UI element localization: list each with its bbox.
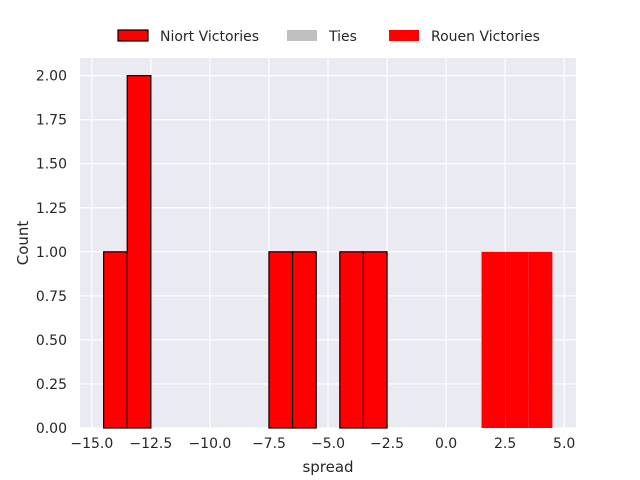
histogram-bar xyxy=(103,251,128,429)
y-tick-label: 1.25 xyxy=(36,201,67,217)
x-tick-label: −15.0 xyxy=(70,436,113,452)
y-tick-label: 1.50 xyxy=(36,157,67,173)
x-tick-label: 2.5 xyxy=(494,436,516,452)
x-axis-ticks: −15.0 −12.5 −10.0 −7.5 −5.0 −2.5 0.0 2.5 5.0 xyxy=(70,436,575,452)
x-tick-label: 0.0 xyxy=(435,436,457,452)
legend-entry: Ties xyxy=(287,29,357,45)
y-tick-label: 0.00 xyxy=(36,421,67,437)
histogram-bar xyxy=(268,251,294,429)
legend-swatch xyxy=(117,29,149,42)
y-tick-label: 2.00 xyxy=(36,69,67,85)
y-axis-label: Count xyxy=(14,221,32,266)
histogram-bar xyxy=(528,251,553,428)
x-tick-label: −5.0 xyxy=(311,436,345,452)
histogram-bar xyxy=(291,251,317,429)
x-tick-label: −7.5 xyxy=(252,436,286,452)
legend-label: Ties xyxy=(328,29,357,45)
bars xyxy=(103,75,553,429)
legend-swatch xyxy=(287,30,317,41)
histogram-bar xyxy=(126,75,152,429)
legend-label: Rouen Victories xyxy=(431,29,540,45)
x-tick-label: −12.5 xyxy=(129,436,172,452)
histogram-bar xyxy=(339,251,365,429)
y-tick-label: 0.25 xyxy=(36,377,67,393)
y-tick-label: 1.75 xyxy=(36,113,67,129)
legend-entry: Niort Victories xyxy=(117,29,259,45)
legend-entry: Rouen Victories xyxy=(389,29,540,45)
x-tick-label: −10.0 xyxy=(188,436,231,452)
y-tick-label: 0.75 xyxy=(36,289,67,305)
x-axis-label: spread xyxy=(302,458,353,476)
legend: Niort Victories Ties Rouen Victories xyxy=(117,29,540,45)
y-axis-ticks: 0.00 0.25 0.50 0.75 1.00 1.25 1.50 1.75 2.00 xyxy=(36,69,67,437)
y-tick-label: 1.00 xyxy=(36,245,67,261)
histogram-bar xyxy=(481,251,506,428)
histogram-bar xyxy=(362,251,388,429)
histogram-bar xyxy=(505,251,529,428)
legend-label: Niort Victories xyxy=(160,29,259,45)
x-tick-label: 5.0 xyxy=(553,436,575,452)
y-tick-label: 0.50 xyxy=(36,333,67,349)
legend-swatch xyxy=(389,30,419,41)
x-tick-label: −2.5 xyxy=(370,436,404,452)
